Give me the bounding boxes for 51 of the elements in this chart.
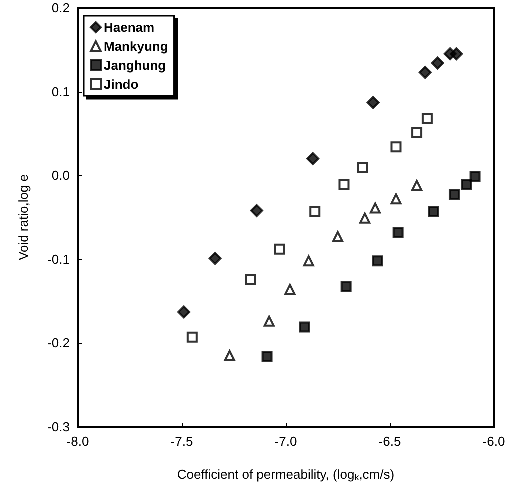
point	[390, 142, 402, 153]
point	[274, 244, 286, 255]
point	[357, 162, 368, 174]
point	[431, 56, 444, 70]
y-tick-label: 0.0	[52, 168, 70, 184]
point	[178, 306, 191, 319]
x-tick-label: -6.5	[378, 434, 402, 449]
y-axis-title: Void ratio,log e	[16, 174, 31, 261]
point	[264, 316, 275, 327]
x-tick-label: -7.5	[170, 434, 194, 449]
point	[428, 206, 440, 218]
point	[422, 113, 433, 124]
y-tick-label: -0.3	[48, 420, 70, 434]
point	[250, 204, 264, 218]
point	[372, 256, 384, 267]
y-tick-label: -0.2	[48, 336, 70, 351]
point	[306, 152, 320, 166]
point	[284, 284, 296, 296]
point	[461, 179, 472, 190]
point	[412, 127, 423, 138]
point	[412, 180, 423, 192]
point	[224, 350, 236, 362]
point	[448, 189, 460, 200]
point	[299, 322, 310, 333]
legend-label: Janghung	[104, 58, 166, 73]
point	[390, 194, 402, 205]
legend-label: Mankyung	[104, 39, 168, 54]
point	[450, 48, 464, 61]
y-tick-label: 0.2	[52, 0, 70, 16]
point	[332, 231, 344, 242]
point	[310, 206, 321, 218]
point	[366, 96, 380, 110]
point	[303, 256, 314, 267]
point	[370, 202, 381, 214]
point	[245, 274, 256, 286]
y-tick-label: -0.1	[48, 252, 70, 267]
x-tick-label: -6.0	[482, 434, 506, 449]
point	[340, 282, 352, 293]
y-tick-label: 0.1	[52, 84, 70, 100]
x-tick-label: -7.0	[274, 434, 298, 449]
point	[470, 170, 481, 182]
point	[338, 179, 350, 190]
point	[418, 66, 432, 80]
x-tick-label: -8.0	[66, 434, 90, 449]
point	[392, 227, 404, 238]
point	[186, 332, 198, 343]
point	[262, 351, 273, 362]
legend-label: Jindo	[104, 77, 139, 92]
legend-label: Haenam	[104, 20, 155, 35]
point	[208, 252, 222, 266]
point	[360, 212, 371, 224]
